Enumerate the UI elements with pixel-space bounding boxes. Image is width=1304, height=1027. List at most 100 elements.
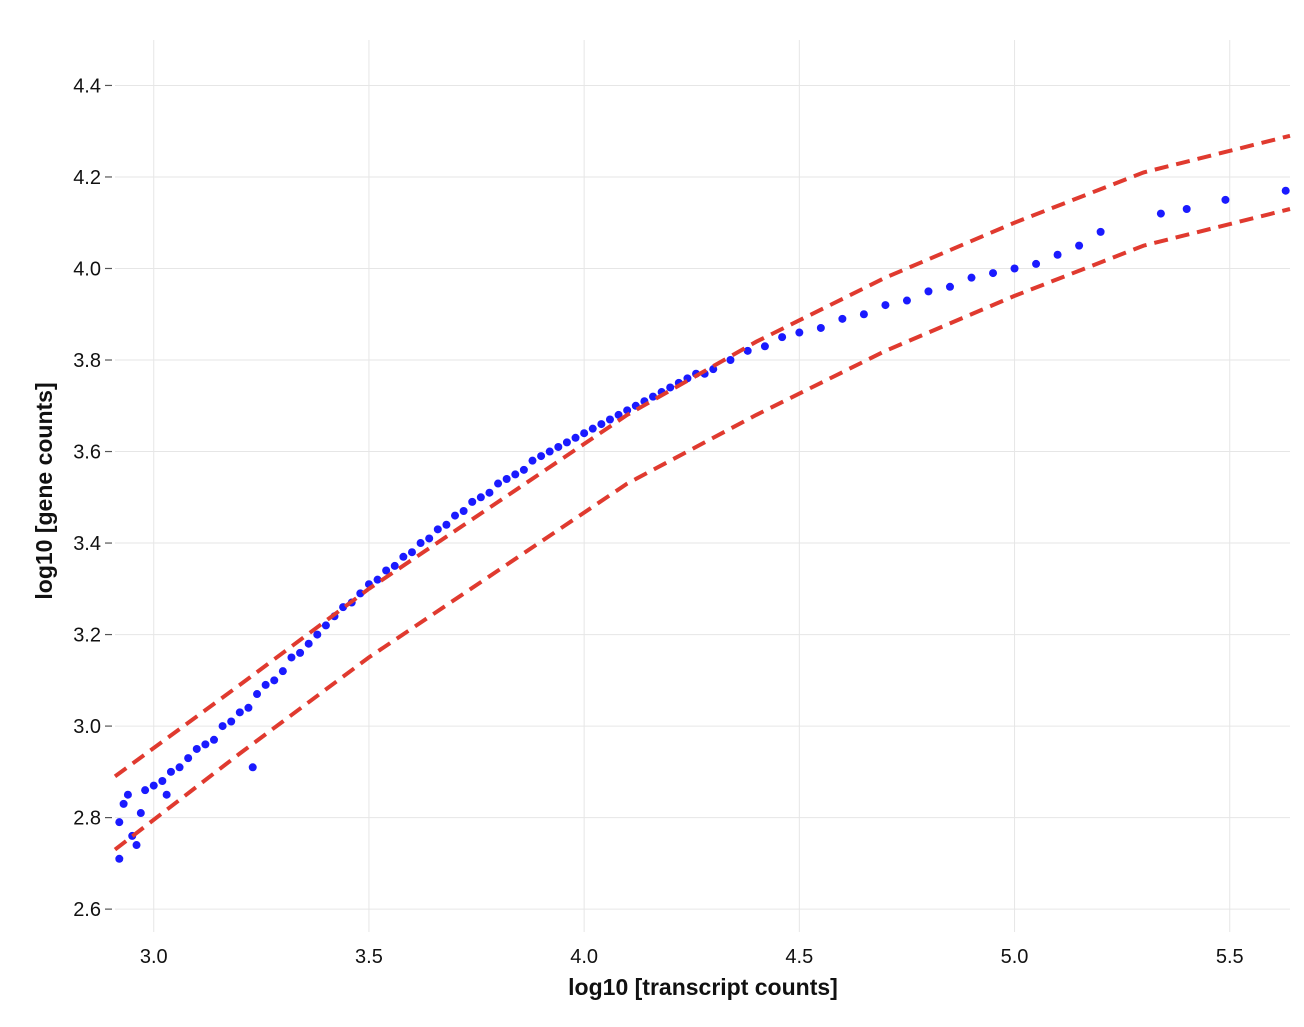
data-point <box>248 763 257 772</box>
data-point <box>373 575 382 584</box>
data-point <box>416 539 425 548</box>
data-point <box>743 346 752 355</box>
data-point <box>270 676 279 685</box>
data-point <box>649 392 658 401</box>
x-tick-label: 4.5 <box>785 946 813 968</box>
data-point <box>253 690 262 699</box>
y-tick-label: 4.2 <box>73 167 101 189</box>
data-point <box>218 722 227 731</box>
data-point <box>902 296 911 305</box>
data-point <box>278 667 287 676</box>
data-point <box>545 447 554 456</box>
threshold-lines <box>113 133 1291 852</box>
data-point <box>881 301 890 310</box>
x-tick-label: 5.5 <box>1216 946 1244 968</box>
x-tick-label: 3.0 <box>140 946 168 968</box>
data-point <box>605 415 614 424</box>
x-tick-label: 3.5 <box>355 946 383 968</box>
data-point <box>838 314 847 323</box>
data-point <box>201 740 210 749</box>
data-point <box>227 717 236 726</box>
data-point <box>184 754 193 763</box>
data-point <box>304 639 313 648</box>
data-point <box>209 735 218 744</box>
data-point <box>433 525 442 534</box>
data-point <box>528 456 537 465</box>
data-point <box>588 424 597 433</box>
data-point <box>537 452 546 461</box>
data-point <box>261 680 270 689</box>
data-point <box>795 328 804 337</box>
upper-bound-line <box>113 133 1291 779</box>
data-point <box>149 781 158 790</box>
data-point <box>989 269 998 278</box>
data-point <box>442 520 451 529</box>
data-point <box>597 420 606 429</box>
data-point <box>382 566 391 575</box>
data-point <box>459 507 468 516</box>
data-point <box>554 442 563 451</box>
y-tick-label: 4.4 <box>73 75 101 97</box>
data-point <box>468 497 477 506</box>
x-tick-label: 5.0 <box>1001 946 1029 968</box>
data-point <box>390 561 399 570</box>
data-point <box>571 433 580 442</box>
y-tick-label: 3.4 <box>73 533 101 555</box>
data-point <box>859 310 868 319</box>
data-point <box>1010 264 1019 273</box>
data-point <box>519 465 528 474</box>
data-point <box>666 383 675 392</box>
data-point <box>119 799 128 808</box>
data-point <box>485 488 494 497</box>
data-point <box>425 534 434 543</box>
data-point <box>945 282 954 291</box>
data-point <box>132 841 141 850</box>
data-point <box>175 763 184 772</box>
data-point <box>1281 186 1290 195</box>
data-point <box>136 809 145 818</box>
data-point <box>502 474 511 483</box>
data-point <box>1182 205 1191 214</box>
data-point <box>321 621 330 630</box>
data-point <box>115 854 124 863</box>
data-point <box>562 438 571 447</box>
y-tick-label: 3.6 <box>73 442 101 464</box>
data-point <box>192 744 201 753</box>
data-point <box>158 776 167 785</box>
data-point <box>476 493 485 502</box>
data-point <box>778 333 787 342</box>
data-point <box>451 511 460 520</box>
y-tick-label: 3.8 <box>73 350 101 372</box>
y-tick-label: 3.2 <box>73 625 101 647</box>
data-point <box>313 630 322 639</box>
data-point <box>235 708 244 717</box>
data-point <box>1053 250 1062 259</box>
data-points <box>115 186 1290 863</box>
y-tick-label: 3.0 <box>73 716 101 738</box>
data-point <box>1221 195 1230 204</box>
data-point <box>511 470 520 479</box>
data-point <box>494 479 503 488</box>
data-point <box>816 323 825 332</box>
data-point <box>1096 227 1105 236</box>
data-point <box>924 287 933 296</box>
x-tick-label: 4.0 <box>570 946 598 968</box>
y-tick-label: 4.0 <box>73 258 101 280</box>
axis-ticks: 3.0 3.5 4.0 4.5 5.0 5.5 2.6 2.8 3.0 3.2 3.4 3.6 3.8 4… <box>73 75 1243 968</box>
data-point <box>287 653 296 662</box>
data-point <box>1032 259 1041 268</box>
data-point <box>1075 241 1084 250</box>
data-point <box>726 356 735 365</box>
data-point <box>967 273 976 282</box>
data-point <box>244 703 253 712</box>
data-point <box>296 648 305 657</box>
data-point <box>115 818 124 827</box>
lower-bound-line <box>113 207 1291 852</box>
data-point <box>407 548 416 557</box>
data-point <box>162 790 171 799</box>
data-point <box>123 790 132 799</box>
x-axis-title: log10 [transcript counts] <box>568 974 838 1000</box>
y-tick-label: 2.6 <box>73 899 101 921</box>
